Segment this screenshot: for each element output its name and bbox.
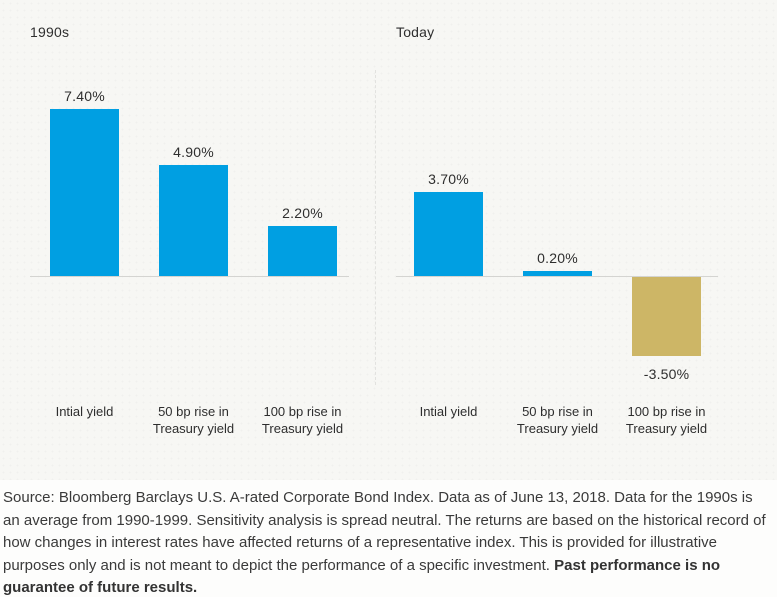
bar-100-bp-rise-in-treasury-yield xyxy=(268,226,337,276)
bar-value-label: 4.90% xyxy=(173,144,214,160)
bar-value-label: -3.50% xyxy=(643,366,690,382)
x-axis-category-label: Intial yield xyxy=(419,404,478,419)
bar-100-bp-rise-in-treasury-yield xyxy=(632,277,701,356)
bar-value-label: 0.20% xyxy=(537,250,578,266)
bar-intial-yield xyxy=(50,109,119,276)
x-axis-category-label: 100 bp rise in Treasury yield xyxy=(625,404,708,436)
bar-value-label: 7.40% xyxy=(64,88,105,104)
chart-title-today: Today xyxy=(396,24,435,40)
source-note-text: Source: Bloomberg Barclays U.S. A-rated … xyxy=(3,489,766,574)
chart-today: Today 3.70% Intial yield 0.20% 50 bp rise i… xyxy=(396,0,722,480)
x-axis-baseline xyxy=(30,276,349,277)
source-note-disclaimer: Past performance is no guarantee of futu… xyxy=(3,556,721,597)
chart-title-1990s: 1990s xyxy=(30,24,70,40)
bar-intial-yield xyxy=(414,192,483,276)
bar-charts-panel: 1990s 7.40% Intial yield 4.90% 50 bp rise i… xyxy=(0,0,777,480)
x-axis-baseline xyxy=(396,276,718,277)
chart-1990s: 1990s 7.40% Intial yield 4.90% 50 bp rise i… xyxy=(30,0,356,480)
x-axis-category-label: 100 bp rise in Treasury yield xyxy=(261,404,344,436)
x-axis-category-label: 50 bp rise in Treasury yield xyxy=(152,404,235,436)
bar-50-bp-rise-in-treasury-yield xyxy=(523,271,592,276)
plot-area-today: 3.70% Intial yield 0.20% 50 bp rise in Trea… xyxy=(396,0,722,480)
x-axis-category-label: 50 bp rise in Treasury yield xyxy=(516,404,599,436)
bar-value-label: 2.20% xyxy=(282,205,323,221)
plot-area-1990s: 7.40% Intial yield 4.90% 50 bp rise in Trea… xyxy=(30,0,356,480)
bar-value-label: 3.70% xyxy=(428,171,469,187)
source-note: Source: Bloomberg Barclays U.S. A-rated … xyxy=(3,487,773,597)
chart-divider xyxy=(375,70,376,385)
x-axis-category-label: Intial yield xyxy=(55,404,114,419)
bar-50-bp-rise-in-treasury-yield xyxy=(159,165,228,276)
